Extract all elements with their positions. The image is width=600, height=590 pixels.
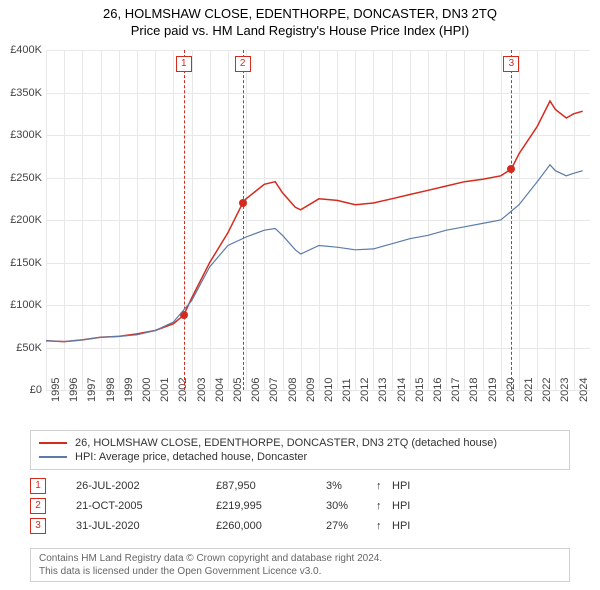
arrow-up-icon: ↑ [376, 500, 392, 512]
chart-plot-area: £0£50K£100K£150K£200K£250K£300K£350K£400… [46, 50, 590, 390]
event-pct: 3% [326, 480, 376, 492]
chart-container: 26, HOLMSHAW CLOSE, EDENTHORPE, DONCASTE… [0, 0, 600, 590]
y-axis-tick-label: £200K [10, 214, 42, 226]
legend-label: 26, HOLMSHAW CLOSE, EDENTHORPE, DONCASTE… [75, 437, 497, 449]
arrow-up-icon: ↑ [376, 480, 392, 492]
event-price: £87,950 [216, 480, 326, 492]
y-axis-tick-label: £100K [10, 299, 42, 311]
series-line [46, 165, 583, 342]
y-axis-tick-label: £350K [10, 87, 42, 99]
footer-line: This data is licensed under the Open Gov… [39, 565, 561, 578]
legend-label: HPI: Average price, detached house, Donc… [75, 451, 307, 463]
event-tag: HPI [392, 480, 432, 492]
legend-item: 26, HOLMSHAW CLOSE, EDENTHORPE, DONCASTE… [39, 437, 561, 449]
title-block: 26, HOLMSHAW CLOSE, EDENTHORPE, DONCASTE… [0, 0, 600, 40]
legend-box: 26, HOLMSHAW CLOSE, EDENTHORPE, DONCASTE… [30, 430, 570, 470]
event-marker-box: 2 [30, 498, 46, 514]
event-date: 21-OCT-2005 [76, 500, 216, 512]
event-price: £260,000 [216, 520, 326, 532]
event-row: 1 26-JUL-2002 £87,950 3% ↑ HPI [30, 478, 570, 494]
y-axis-tick-label: £300K [10, 129, 42, 141]
event-marker-box: 1 [30, 478, 46, 494]
event-marker-box: 3 [30, 518, 46, 534]
y-axis-tick-label: £250K [10, 172, 42, 184]
y-axis-tick-label: £50K [16, 342, 42, 354]
event-tag: HPI [392, 520, 432, 532]
y-axis-tick-label: £150K [10, 257, 42, 269]
event-price: £219,995 [216, 500, 326, 512]
legend-item: HPI: Average price, detached house, Donc… [39, 451, 561, 463]
events-table: 1 26-JUL-2002 £87,950 3% ↑ HPI 2 21-OCT-… [30, 474, 570, 538]
footer-line: Contains HM Land Registry data © Crown c… [39, 552, 561, 565]
footer-attribution: Contains HM Land Registry data © Crown c… [30, 548, 570, 582]
y-axis-tick-label: £400K [10, 44, 42, 56]
series-line [46, 101, 583, 342]
legend-swatch [39, 442, 67, 444]
event-row: 3 31-JUL-2020 £260,000 27% ↑ HPI [30, 518, 570, 534]
event-tag: HPI [392, 500, 432, 512]
y-axis-tick-label: £0 [30, 384, 42, 396]
title-subtitle: Price paid vs. HM Land Registry's House … [0, 23, 600, 38]
event-date: 26-JUL-2002 [76, 480, 216, 492]
event-date: 31-JUL-2020 [76, 520, 216, 532]
chart-lines [46, 50, 590, 390]
event-pct: 30% [326, 500, 376, 512]
event-pct: 27% [326, 520, 376, 532]
legend-swatch [39, 456, 67, 458]
arrow-up-icon: ↑ [376, 520, 392, 532]
event-row: 2 21-OCT-2005 £219,995 30% ↑ HPI [30, 498, 570, 514]
title-address: 26, HOLMSHAW CLOSE, EDENTHORPE, DONCASTE… [0, 6, 600, 21]
